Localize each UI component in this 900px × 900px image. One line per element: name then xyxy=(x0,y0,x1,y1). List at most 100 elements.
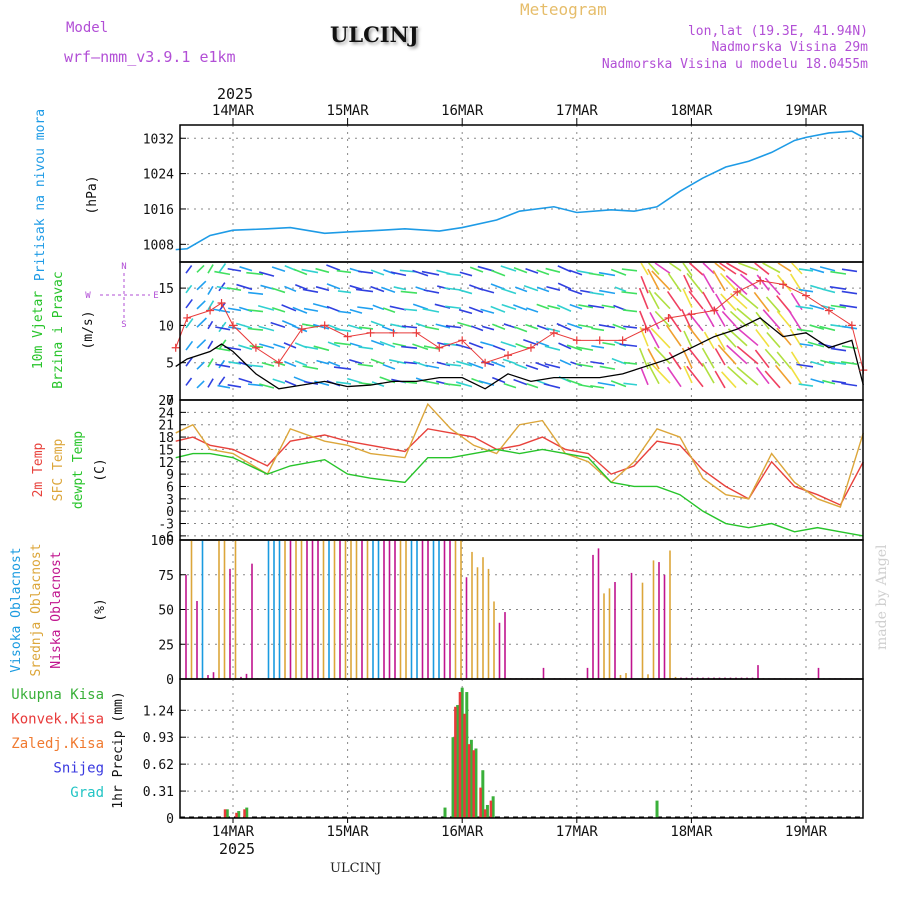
wind-arrow xyxy=(610,380,627,388)
wind-arrow xyxy=(809,304,825,311)
wind-arrow xyxy=(774,364,792,385)
wind-arrow xyxy=(614,286,627,293)
wind-arrow xyxy=(459,271,473,277)
wind-arrow xyxy=(717,344,737,365)
bottom-date-label: 15MAR xyxy=(327,824,370,840)
wind-arrow xyxy=(445,363,462,367)
pressure-line xyxy=(175,130,864,251)
wind-gust-marker xyxy=(343,332,352,341)
wind-arrow xyxy=(491,269,506,277)
wind-gust-marker xyxy=(481,358,490,367)
wind-gust-marker xyxy=(847,321,856,330)
wind-arrow xyxy=(355,288,374,293)
wind-arrow xyxy=(468,342,484,349)
dewpt-axis-title: dewpt Temp xyxy=(71,431,86,509)
wind-arrow xyxy=(326,305,341,313)
wind-arrow xyxy=(721,331,737,348)
wind-arrow xyxy=(218,321,227,333)
wind-arrow xyxy=(819,325,836,332)
wind-arrow xyxy=(425,326,440,331)
pressure-ytick-label: 1016 xyxy=(143,203,174,218)
wind-arrow xyxy=(248,291,264,295)
wind-arrow xyxy=(702,291,715,312)
wind-arrow xyxy=(535,340,550,348)
pressure-ytick-label: 1024 xyxy=(143,168,174,183)
wind-arrow xyxy=(349,284,363,291)
wind-arrow xyxy=(687,346,704,367)
wind-gust-marker xyxy=(618,336,627,345)
wind-arrow xyxy=(588,304,605,309)
precip-ytick-label: 1.24 xyxy=(143,704,174,719)
wind-arrow xyxy=(389,359,407,365)
wind-arrow xyxy=(207,378,214,388)
wind-gust-marker xyxy=(229,321,237,330)
wind-arrow xyxy=(434,303,451,309)
compass-east-label: E xyxy=(153,291,158,301)
wind-arrow xyxy=(653,346,671,365)
wind-arrow xyxy=(807,341,825,348)
wind-arrow xyxy=(503,382,517,389)
wind-arrow xyxy=(651,363,671,384)
wind-arrow xyxy=(271,307,286,313)
compass-south-label: S xyxy=(121,320,126,330)
wind-arrow xyxy=(828,360,847,365)
wind-arrow xyxy=(515,342,528,349)
compass-north-label: N xyxy=(121,262,126,272)
legend-snijeg: Snijeg xyxy=(53,761,104,777)
wind-arrow xyxy=(756,274,770,291)
wind-arrow xyxy=(646,362,660,385)
temp-ytick-label: 12 xyxy=(158,456,174,471)
wind-arrow xyxy=(654,262,671,274)
cloud-ytick-label: 50 xyxy=(158,604,174,619)
wind-arrow xyxy=(301,268,319,274)
wind-arrow xyxy=(721,310,737,327)
wind-arrow xyxy=(196,317,207,328)
wind-arrow xyxy=(357,363,374,367)
wind-arrow xyxy=(281,304,297,312)
temp2m-axis-title: 2m Temp xyxy=(31,442,46,497)
wind-arrow xyxy=(719,272,737,291)
wind-arrow xyxy=(247,309,264,313)
wind-arrow xyxy=(840,361,858,366)
wind-arrow xyxy=(765,296,781,313)
wind-arrow xyxy=(458,308,473,315)
wind-arrow xyxy=(666,290,682,312)
temp-2m-line xyxy=(175,428,864,506)
compass-cross xyxy=(100,273,150,320)
wind-arrow xyxy=(525,323,539,330)
wind-arrow xyxy=(683,330,693,349)
legend-grad: Grad xyxy=(70,785,104,801)
wind-arrow xyxy=(714,262,726,272)
pressure-ytick-label: 1008 xyxy=(143,238,174,253)
wind-arrow xyxy=(421,270,440,276)
wind-arrow xyxy=(841,345,858,350)
wind-arrow xyxy=(196,380,205,389)
wind-arrow xyxy=(196,361,205,370)
wind-arrow xyxy=(372,304,385,311)
wind-arrow xyxy=(576,346,594,351)
wind-arrow xyxy=(390,271,407,277)
wind-arrow xyxy=(196,264,205,273)
elevation-label: Nadmorska Visina 29m xyxy=(711,40,868,55)
niska-axis-title: Niska Oblacnost xyxy=(49,551,64,668)
wind-arrow xyxy=(687,325,704,346)
wind-arrow xyxy=(701,362,715,384)
wind-arrow xyxy=(334,328,352,333)
legend-zaledj-kisa: Zaledj.Kisa xyxy=(11,736,104,752)
wind-gust-marker xyxy=(526,343,535,352)
wind-arrow xyxy=(513,326,528,333)
wind-arrow xyxy=(829,286,847,290)
wind-arrow xyxy=(556,304,572,312)
wind-arrow xyxy=(215,326,231,331)
wind-arrow xyxy=(590,384,605,389)
wind-arrow xyxy=(715,293,726,311)
wind-arrow xyxy=(544,345,561,351)
wind-arrow xyxy=(294,360,308,367)
top-year-label: 2025 xyxy=(217,85,253,103)
bottom-date-label: 14MAR xyxy=(212,824,255,840)
wind-arrow xyxy=(370,320,385,327)
wind-arrow xyxy=(236,283,253,291)
wind-arrow xyxy=(830,347,847,352)
legend-konvek-kisa: Konvek.Kisa xyxy=(11,712,104,728)
wind-arrow xyxy=(525,268,539,274)
